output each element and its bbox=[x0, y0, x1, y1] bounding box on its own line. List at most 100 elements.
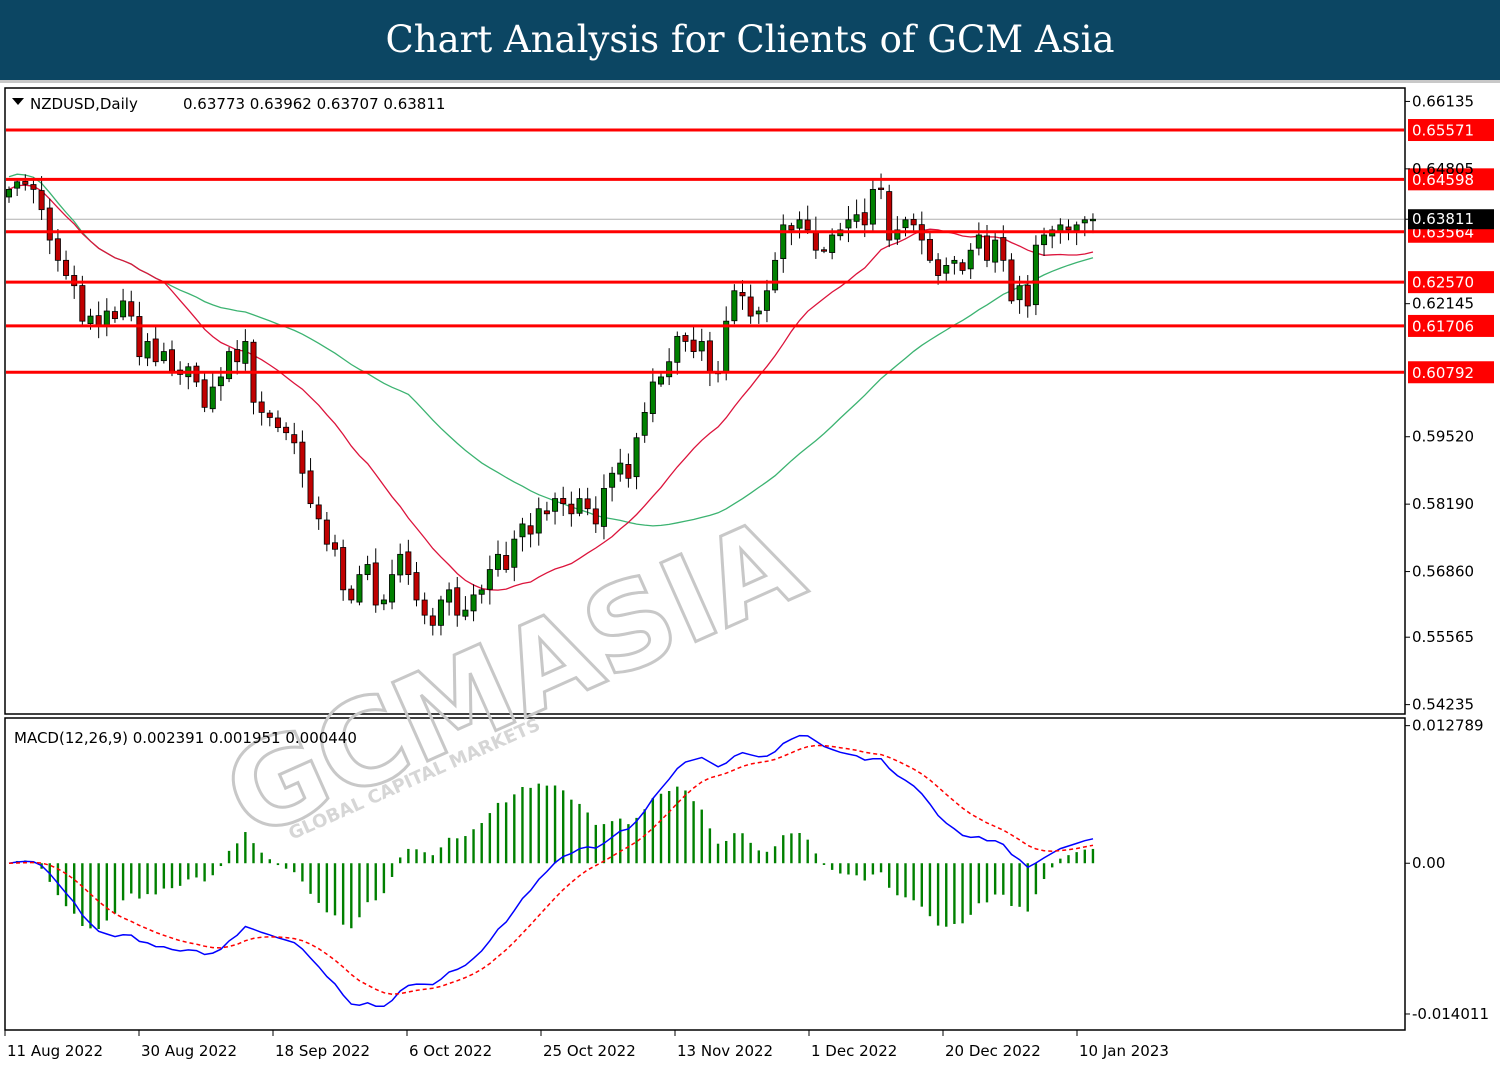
candle-body bbox=[682, 335, 689, 342]
time-tick-label: 10 Jan 2023 bbox=[1079, 1042, 1169, 1060]
candle-body bbox=[902, 219, 909, 229]
candle bbox=[63, 250, 70, 280]
candle-body bbox=[372, 562, 379, 606]
candle bbox=[323, 511, 330, 552]
candle bbox=[1065, 219, 1072, 241]
candle bbox=[234, 340, 241, 375]
macd-axis: 0.012789 0.00 -0.014011 bbox=[1405, 717, 1489, 1023]
candle bbox=[120, 288, 127, 321]
candle-body bbox=[796, 219, 803, 229]
candle bbox=[380, 594, 387, 611]
candle bbox=[935, 253, 942, 285]
candle bbox=[405, 539, 412, 585]
candle-body bbox=[209, 386, 216, 410]
candle bbox=[804, 205, 811, 234]
candle bbox=[6, 186, 12, 203]
candle bbox=[160, 342, 167, 364]
time-tick-label: 13 Nov 2022 bbox=[677, 1042, 773, 1060]
candle-body bbox=[160, 351, 167, 362]
candle bbox=[584, 487, 591, 516]
candle-body bbox=[266, 412, 273, 418]
level-label: 0.65571 bbox=[1412, 122, 1474, 140]
candle-body bbox=[984, 235, 991, 261]
candle bbox=[446, 582, 453, 616]
candle bbox=[136, 301, 143, 366]
candle-body bbox=[380, 599, 387, 605]
candle bbox=[79, 275, 86, 325]
candle-body bbox=[30, 184, 37, 190]
candle-body bbox=[592, 508, 599, 525]
candle bbox=[878, 173, 885, 200]
candle bbox=[429, 607, 436, 636]
candle bbox=[788, 222, 795, 246]
candle-body bbox=[617, 462, 624, 475]
candle bbox=[951, 255, 958, 275]
price-tick-label: 0.58190 bbox=[1412, 495, 1474, 513]
candle bbox=[413, 561, 420, 607]
candle bbox=[772, 252, 779, 294]
candle-body bbox=[649, 381, 656, 414]
macd-tick-label: -0.014011 bbox=[1412, 1005, 1489, 1023]
candle bbox=[568, 491, 575, 527]
candle-body bbox=[389, 574, 396, 603]
ma-fast-line bbox=[8, 184, 1094, 591]
candle bbox=[821, 246, 828, 254]
candle-body bbox=[54, 238, 61, 261]
price-tick-label: 0.55565 bbox=[1412, 628, 1474, 646]
candle bbox=[959, 259, 966, 275]
candle-body bbox=[103, 310, 110, 327]
candle-body bbox=[755, 310, 762, 315]
candle-body bbox=[413, 572, 420, 601]
candle-body bbox=[152, 338, 159, 363]
candle-body bbox=[690, 339, 697, 352]
candle bbox=[291, 422, 298, 455]
candle bbox=[674, 331, 681, 375]
price-panel[interactable] bbox=[4, 87, 1406, 715]
candle-body bbox=[478, 589, 485, 595]
candle-body bbox=[258, 401, 265, 413]
candle bbox=[437, 595, 444, 636]
support-resistance-levels: 0.655710.645980.635640.625700.617060.607… bbox=[6, 119, 1494, 384]
macd-tick-label: 0.00 bbox=[1412, 854, 1445, 872]
candle bbox=[454, 576, 461, 627]
candle-body bbox=[315, 504, 322, 520]
candle bbox=[283, 422, 290, 441]
candle-body bbox=[723, 320, 730, 373]
candle-body bbox=[543, 510, 550, 515]
candle-body bbox=[340, 547, 347, 591]
level-tag bbox=[1408, 168, 1494, 191]
time-tick-label: 1 Dec 2022 bbox=[811, 1042, 897, 1060]
candle bbox=[731, 284, 738, 325]
candle bbox=[46, 198, 53, 255]
candle bbox=[690, 325, 697, 359]
candle-body bbox=[1073, 224, 1080, 231]
candle-body bbox=[568, 503, 575, 515]
candle-body bbox=[878, 187, 885, 190]
candle bbox=[242, 329, 249, 371]
candle-body bbox=[625, 464, 632, 479]
candle-body bbox=[1089, 218, 1096, 222]
candle bbox=[30, 177, 37, 204]
candle bbox=[486, 555, 493, 605]
symbol-dropdown-icon[interactable] bbox=[12, 98, 24, 105]
candle-body bbox=[951, 259, 958, 264]
candle bbox=[397, 543, 404, 583]
candle bbox=[519, 517, 526, 552]
candle-body bbox=[1008, 259, 1015, 302]
candle-body bbox=[226, 351, 233, 380]
macd-panel[interactable] bbox=[4, 717, 1406, 1031]
candle-body bbox=[600, 488, 607, 527]
candle-body bbox=[560, 498, 567, 505]
candle bbox=[274, 410, 281, 433]
candle-body bbox=[674, 335, 681, 363]
candle bbox=[845, 205, 852, 243]
candle-body bbox=[14, 181, 21, 189]
candle-body bbox=[429, 615, 436, 626]
signal-line bbox=[8, 744, 1094, 996]
time-tick-label: 25 Oct 2022 bbox=[543, 1042, 636, 1060]
candle-body bbox=[666, 361, 673, 378]
price-axis: 0.66135 0.64805 0.63811 0.62145 0.59520 0.581… bbox=[1405, 92, 1494, 714]
candle bbox=[14, 178, 21, 197]
candle-body bbox=[992, 239, 999, 263]
candle-body bbox=[609, 472, 616, 488]
